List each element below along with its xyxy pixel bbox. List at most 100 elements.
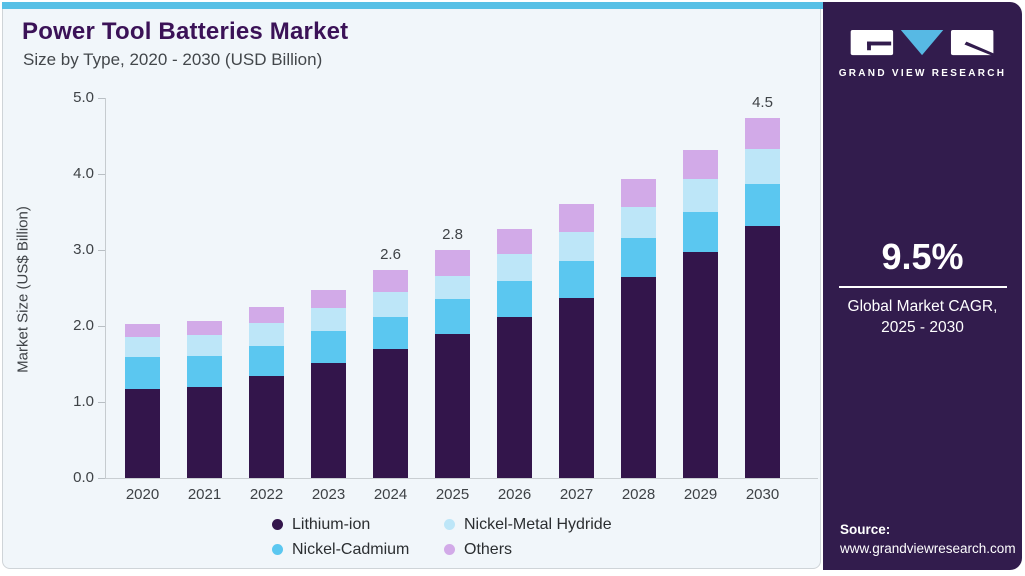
- cagr-label-line2: 2025 - 2030: [881, 319, 964, 336]
- y-tick-label: 2.0: [73, 317, 94, 334]
- y-axis-line: [105, 98, 106, 478]
- x-tick-label-2028: 2028: [621, 486, 656, 503]
- legend-label: Lithium-ion: [292, 515, 371, 533]
- legend-label: Others: [464, 540, 513, 558]
- bar-segment-2025-nickel-cadmium: [435, 299, 470, 335]
- bar-segment-2023-lithium-ion: [311, 363, 346, 478]
- bar-segment-2022-others: [249, 307, 284, 323]
- brand-panel: GRAND VIEW RESEARCH 9.5% Global Market C…: [823, 2, 1022, 570]
- y-axis-title: Market Size (US$ Billion): [14, 206, 32, 373]
- bar-segment-2027-lithium-ion: [559, 297, 594, 478]
- x-tick-label-2024: 2024: [373, 486, 408, 503]
- bar-segment-2026-nickel-cadmium: [497, 281, 532, 317]
- bar-segment-2021-lithium-ion: [187, 386, 222, 478]
- bar-segment-2023-nickel-metal-hydride: [311, 307, 346, 332]
- legend-item-others: Others: [444, 538, 612, 561]
- bar-segment-2026-others: [497, 228, 532, 254]
- x-tick-label-2021: 2021: [187, 486, 222, 503]
- bar-segment-2026-lithium-ion: [497, 316, 532, 478]
- y-tick-mark: [98, 326, 105, 327]
- bar-segment-2027-nickel-metal-hydride: [559, 231, 594, 262]
- bar-segment-2027-nickel-cadmium: [559, 261, 594, 298]
- bar-segment-2024-nickel-cadmium: [373, 316, 408, 349]
- bar-segment-2028-others: [621, 178, 656, 208]
- bar-segment-2021-nickel-metal-hydride: [187, 335, 222, 357]
- bar-segment-2030-others: [745, 117, 780, 149]
- y-tick-label: 4.0: [73, 165, 94, 182]
- bar-segment-2025-others: [435, 250, 470, 276]
- legend-dot: [444, 544, 455, 555]
- top-accent-strip: [2, 2, 823, 9]
- bar-value-label-2024: 2.6: [380, 245, 401, 263]
- x-tick-label-2020: 2020: [125, 486, 160, 503]
- chart-subtitle: Size by Type, 2020 - 2030 (USD Billion): [23, 50, 323, 69]
- source-label: Source:: [840, 522, 891, 537]
- legend-label: Nickel-Metal Hydride: [464, 515, 612, 533]
- source-url: www.grandviewresearch.com: [840, 541, 1016, 556]
- legend-dot: [444, 519, 455, 530]
- cagr-label-line1: Global Market CAGR,: [847, 298, 998, 315]
- bar-segment-2030-lithium-ion: [745, 225, 780, 478]
- y-tick-mark: [98, 250, 105, 251]
- bar-segment-2029-lithium-ion: [683, 252, 718, 478]
- bar-segment-2024-nickel-metal-hydride: [373, 291, 408, 317]
- y-tick-mark: [98, 402, 105, 403]
- legend-dot: [272, 519, 283, 530]
- cagr-value: 9.5%: [881, 236, 964, 277]
- bar-segment-2029-nickel-cadmium: [683, 212, 718, 253]
- bar-segment-2023-others: [311, 289, 346, 308]
- x-tick-label-2023: 2023: [311, 486, 346, 503]
- bar-segment-2023-nickel-cadmium: [311, 331, 346, 364]
- bar-segment-2022-nickel-cadmium: [249, 345, 284, 377]
- bar-segment-2020-nickel-metal-hydride: [125, 336, 160, 358]
- x-tick-label-2027: 2027: [559, 486, 594, 503]
- bar-segment-2020-nickel-cadmium: [125, 357, 160, 390]
- gvr-logo-mark: [850, 30, 995, 57]
- y-tick-label: 1.0: [73, 393, 94, 410]
- x-tick-label-2022: 2022: [249, 486, 284, 503]
- bar-segment-2029-others: [683, 150, 718, 179]
- legend-item-nickel-cadmium: Nickel-Cadmium: [272, 538, 444, 561]
- bar-segment-2030-nickel-cadmium: [745, 183, 780, 226]
- bar-segment-2028-nickel-cadmium: [621, 237, 656, 277]
- legend-label: Nickel-Cadmium: [292, 540, 410, 558]
- y-tick-label: 5.0: [73, 89, 94, 106]
- y-tick-mark: [98, 478, 105, 479]
- x-tick-label-2025: 2025: [435, 486, 470, 503]
- bar-value-label-2030: 4.5: [752, 93, 773, 111]
- bar-value-label-2025: 2.8: [442, 226, 463, 243]
- bar-segment-2030-nickel-metal-hydride: [745, 148, 780, 184]
- bar-segment-2021-nickel-cadmium: [187, 356, 222, 387]
- bar-segment-2021-others: [187, 320, 222, 336]
- bar-segment-2022-lithium-ion: [249, 376, 284, 478]
- x-tick-label-2026: 2026: [497, 486, 532, 503]
- y-tick-mark: [98, 174, 105, 175]
- legend-item-lithium-ion: Lithium-ion: [272, 513, 444, 536]
- bar-segment-2020-others: [125, 323, 160, 337]
- bar-segment-2026-nickel-metal-hydride: [497, 253, 532, 282]
- gvr-logo-text: GRAND VIEW RESEARCH: [838, 68, 1007, 79]
- legend: Lithium-ion Nickel-Metal Hydride Nickel-Ca…: [272, 513, 612, 561]
- y-tick-label: 0.0: [73, 469, 94, 486]
- y-tick-label: 3.0: [73, 241, 94, 258]
- bar-segment-2020-lithium-ion: [125, 389, 160, 478]
- cagr-block: 9.5% Global Market CAGR, 2025 - 2030: [823, 236, 1022, 338]
- bar-segment-2025-nickel-metal-hydride: [435, 275, 470, 300]
- y-tick-mark: [98, 98, 105, 99]
- bar-segment-2027-others: [559, 204, 594, 232]
- bar-segment-2029-nickel-metal-hydride: [683, 178, 718, 212]
- bar-segment-2022-nickel-metal-hydride: [249, 322, 284, 346]
- bar-segment-2028-lithium-ion: [621, 276, 656, 478]
- bar-segment-2024-lithium-ion: [373, 348, 408, 478]
- legend-item-nickel-metal-hydride: Nickel-Metal Hydride: [444, 513, 612, 536]
- source-block: Source: www.grandviewresearch.com: [840, 522, 1016, 556]
- chart-title: Power Tool Batteries Market: [22, 18, 349, 45]
- gvr-logo: GRAND VIEW RESEARCH: [823, 30, 1022, 79]
- x-tick-label-2029: 2029: [683, 486, 718, 503]
- x-axis-line: [105, 478, 818, 479]
- legend-dot: [272, 544, 283, 555]
- bar-segment-2025-lithium-ion: [435, 334, 470, 478]
- x-tick-label-2030: 2030: [745, 486, 780, 503]
- cagr-divider: [838, 286, 1007, 288]
